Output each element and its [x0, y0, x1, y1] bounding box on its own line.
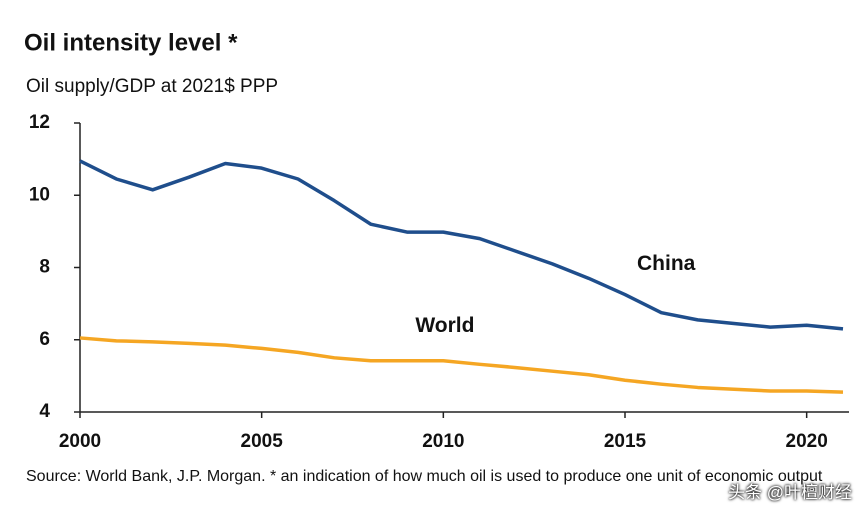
x-tick-label: 2010	[422, 431, 464, 452]
series-line	[79, 159, 844, 331]
watermark: 头条 @叶檀财经	[728, 483, 852, 502]
x-tick-label: 2000	[59, 431, 101, 452]
x-tick-label: 2020	[786, 431, 828, 452]
source-note: Source: World Bank, J.P. Morgan. * an in…	[26, 468, 823, 485]
y-tick-label: 10	[29, 184, 50, 205]
y-tick-label: 12	[29, 112, 50, 133]
x-tick-label: 2015	[604, 431, 647, 452]
chart-title: Oil intensity level *	[24, 29, 238, 56]
y-tick-label: 8	[39, 257, 50, 278]
x-tick-label: 2005	[241, 431, 284, 452]
y-tick-label: 6	[39, 329, 50, 350]
series-line	[79, 336, 844, 394]
y-tick-label: 4	[39, 401, 50, 422]
chart: Oil intensity level * Oil supply/GDP at …	[24, 29, 849, 452]
chart-subtitle: Oil supply/GDP at 2021$ PPP	[26, 76, 278, 97]
series-label: World	[415, 314, 474, 337]
series-label: China	[637, 252, 696, 275]
